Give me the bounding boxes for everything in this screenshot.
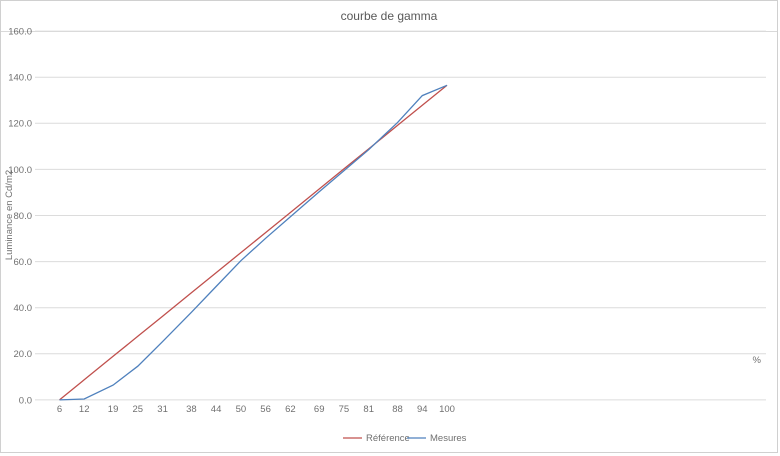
svg-text:40.0: 40.0: [14, 303, 33, 314]
svg-text:120.0: 120.0: [8, 119, 32, 130]
svg-text:140.0: 140.0: [8, 73, 32, 84]
svg-text:Référence: Référence: [366, 433, 410, 444]
svg-text:81: 81: [363, 404, 374, 415]
svg-text:Mesures: Mesures: [430, 433, 467, 444]
svg-text:75: 75: [339, 404, 350, 415]
svg-text:50: 50: [236, 404, 247, 415]
svg-text:38: 38: [186, 404, 197, 415]
svg-text:6: 6: [57, 404, 62, 415]
svg-text:94: 94: [417, 404, 428, 415]
svg-text:80.0: 80.0: [14, 211, 33, 222]
svg-text:25: 25: [133, 404, 144, 415]
svg-text:44: 44: [211, 404, 222, 415]
svg-text:0.0: 0.0: [19, 395, 32, 406]
svg-text:60.0: 60.0: [14, 257, 33, 268]
svg-text:88: 88: [392, 404, 403, 415]
svg-text:56: 56: [260, 404, 271, 415]
svg-text:19: 19: [108, 404, 119, 415]
svg-text:62: 62: [285, 404, 296, 415]
svg-text:%: %: [753, 355, 762, 366]
svg-text:12: 12: [79, 404, 90, 415]
svg-text:69: 69: [314, 404, 325, 415]
svg-text:160.0: 160.0: [8, 27, 32, 38]
svg-text:100: 100: [439, 404, 455, 415]
svg-text:20.0: 20.0: [14, 349, 33, 360]
svg-text:Luminance en Cd/m2: Luminance en Cd/m2: [4, 170, 15, 260]
svg-text:31: 31: [157, 404, 168, 415]
